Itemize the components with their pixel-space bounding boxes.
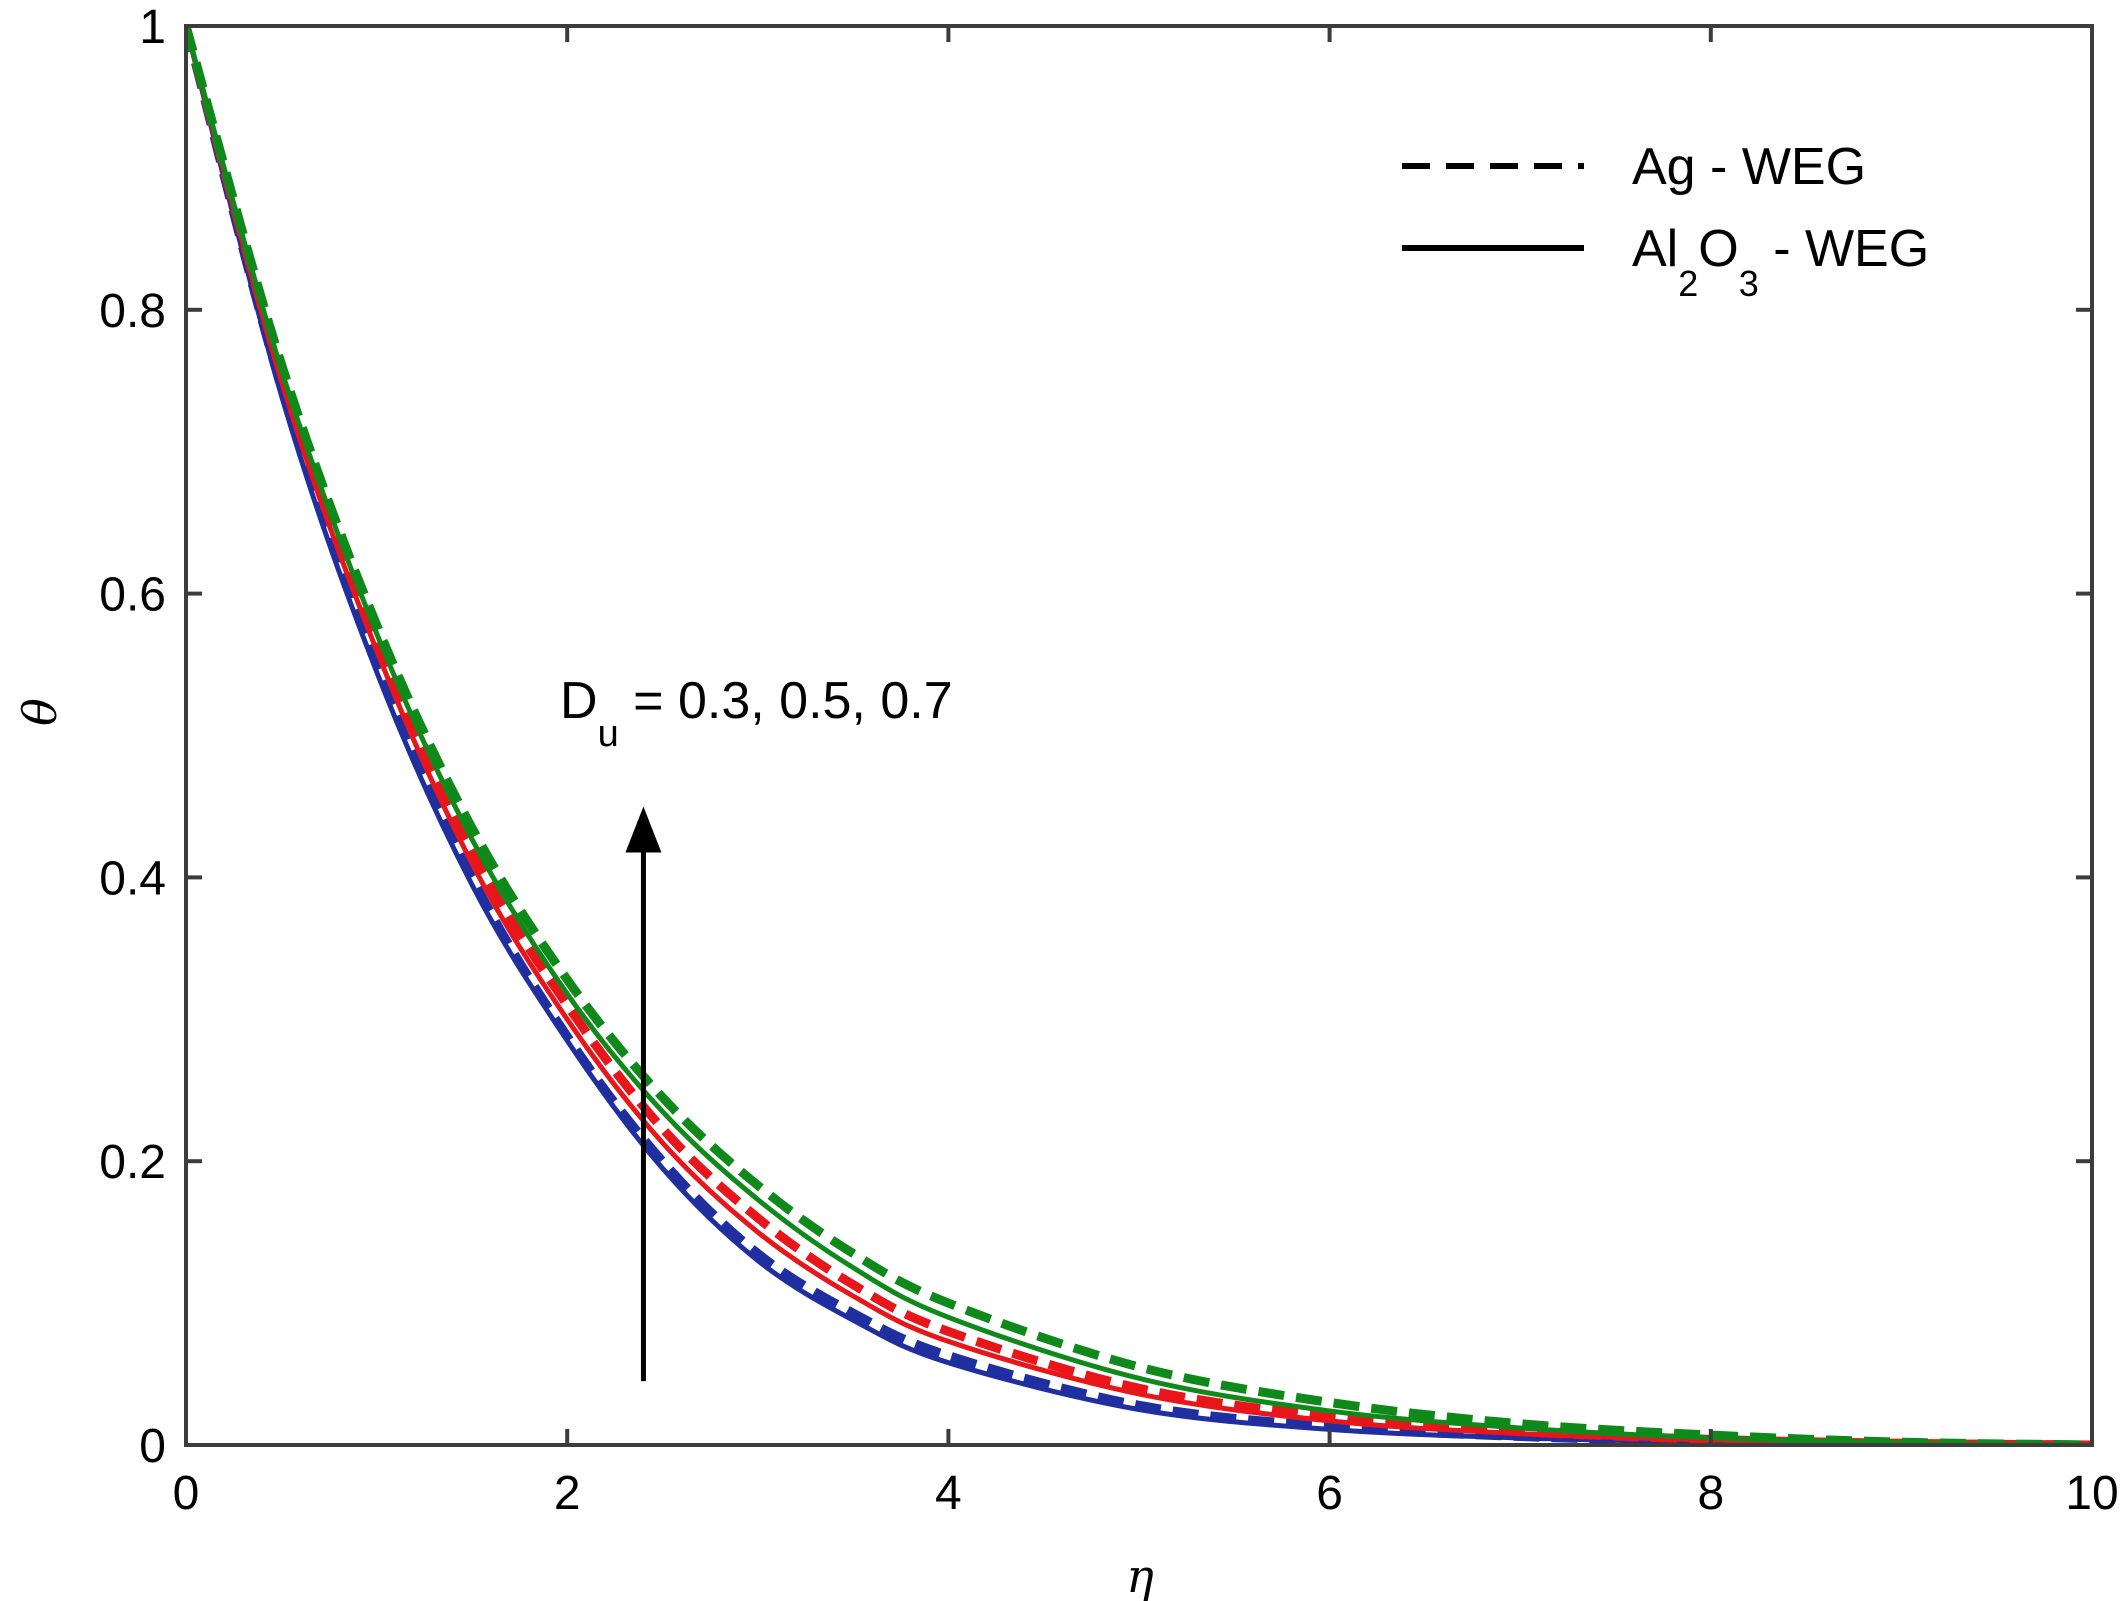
x-tick-label: 6 [1316,1467,1343,1520]
y-tick-label: 1 [139,1,166,54]
plot-background [186,26,2092,1445]
y-tick-label: 0.2 [99,1136,166,1189]
y-axis-label: θ [13,698,67,726]
legend-label-al2o3-weg: Al2O3 - WEG [1632,220,1929,304]
x-axis-label: η [1126,1549,1154,1601]
axis-ticks-group: 0 2 4 6 8 10 0 0.2 0.4 0.6 0.8 1 [99,1,2118,1520]
y-tick-label: 0 [139,1420,166,1473]
data-series-group [186,26,2092,1445]
y-tick-label: 0.8 [99,285,166,338]
x-tick-label: 4 [935,1467,962,1520]
x-tick-label: 10 [2065,1467,2118,1520]
legend-label-ag-weg: Ag - WEG [1632,138,1866,196]
legend: Ag - WEG Al2O3 - WEG [1402,138,1929,304]
series-line-red-dashed [186,26,2092,1445]
y-tick-label: 0.6 [99,569,166,622]
plot-frame [184,24,2094,1447]
x-tick-label: 2 [554,1467,581,1520]
x-tick-label: 0 [173,1467,200,1520]
annotation-du-values: Du = 0.3, 0.5, 0.7 [560,672,953,755]
series-line-green-dashed [186,26,2092,1445]
y-tick-label: 0.4 [99,852,166,905]
annotation-arrow-head [625,806,662,853]
annotation-arrow [625,806,662,1382]
x-tick-label: 8 [1697,1467,1724,1520]
